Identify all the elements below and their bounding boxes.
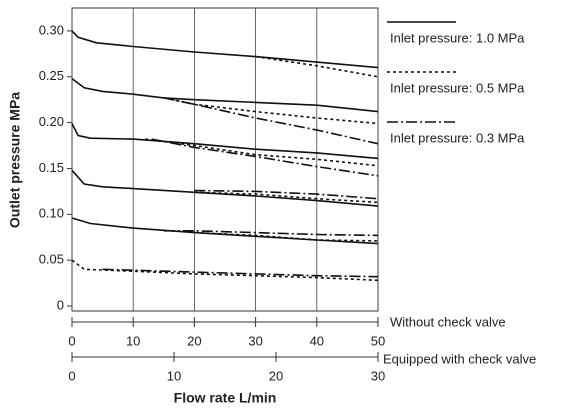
data-line	[71, 77, 379, 113]
x-tick-label: 0	[68, 333, 75, 348]
plot-frame	[71, 7, 379, 312]
x-tick-label: 40	[310, 333, 324, 348]
data-line	[194, 231, 379, 242]
y-tick-label: 0.20	[39, 114, 64, 129]
x-axis-note: Without check valve	[390, 314, 506, 329]
x-tick-label: 30	[248, 333, 262, 348]
y-tick-label: 0	[57, 297, 64, 312]
data-line	[102, 268, 379, 278]
data-line	[194, 189, 379, 200]
data-line	[145, 138, 379, 167]
data-line	[71, 259, 379, 282]
legend-label: Inlet pressure: 0.5 MPa	[390, 80, 525, 95]
y-tick-label: 0.30	[39, 22, 64, 37]
x-tick-label: 20	[187, 333, 201, 348]
data-line	[163, 97, 379, 125]
x2-axis-note: Equipped with check valve	[383, 351, 536, 366]
y-tick-label: 0.25	[39, 68, 64, 83]
data-line	[71, 30, 379, 69]
x-tick-label: 50	[371, 333, 385, 348]
data-line	[151, 138, 379, 177]
data-line	[163, 97, 379, 145]
x2-tick-label: 10	[167, 368, 181, 383]
x-tick-label: 10	[126, 333, 140, 348]
data-line	[163, 230, 379, 237]
data-line	[71, 217, 379, 245]
x2-tick-label: 20	[269, 368, 283, 383]
data-line	[194, 191, 379, 204]
data-line	[71, 123, 379, 160]
x2-tick-label: 30	[371, 368, 385, 383]
legend-label: Inlet pressure: 1.0 MPa	[390, 30, 525, 45]
legend-label: Inlet pressure: 0.3 MPa	[390, 130, 525, 145]
data-line	[71, 169, 379, 207]
y-tick-label: 0.15	[39, 160, 64, 175]
data-line	[255, 55, 379, 78]
x2-tick-label: 0	[68, 368, 75, 383]
y-tick-label: 0.10	[39, 206, 64, 221]
x-axis-title: Flow rate L/min	[174, 390, 277, 406]
y-tick-label: 0.05	[39, 252, 64, 267]
y-axis-title: Outlet pressure MPa	[7, 92, 23, 228]
